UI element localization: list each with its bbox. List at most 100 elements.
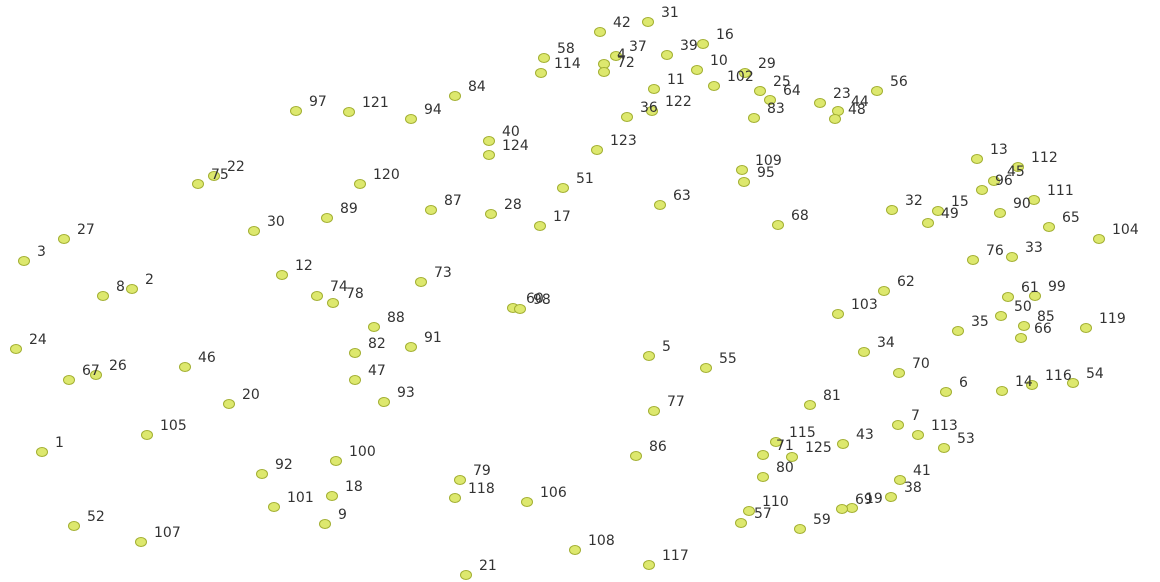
point bbox=[535, 68, 547, 78]
point-label: 77 bbox=[667, 394, 685, 410]
point-label: 54 bbox=[1086, 366, 1104, 382]
point-label: 108 bbox=[588, 533, 615, 549]
point-label: 10 bbox=[710, 53, 728, 69]
point-label: 41 bbox=[913, 463, 931, 479]
point-label: 38 bbox=[904, 480, 922, 496]
point-label: 53 bbox=[957, 431, 975, 447]
point bbox=[642, 17, 654, 27]
point-label: 123 bbox=[610, 133, 637, 149]
point bbox=[179, 362, 191, 372]
point bbox=[405, 342, 417, 352]
point bbox=[485, 209, 497, 219]
point bbox=[912, 430, 924, 440]
point bbox=[1018, 321, 1030, 331]
point-label: 125 bbox=[805, 440, 832, 456]
point-label: 78 bbox=[346, 286, 364, 302]
point-label: 101 bbox=[287, 490, 314, 506]
point bbox=[90, 370, 102, 380]
point-label: 2 bbox=[145, 272, 154, 288]
point-label: 55 bbox=[719, 351, 737, 367]
point bbox=[378, 397, 390, 407]
point bbox=[141, 430, 153, 440]
point bbox=[754, 86, 766, 96]
point bbox=[460, 570, 472, 580]
point-label: 61 bbox=[1021, 280, 1039, 296]
point bbox=[794, 524, 806, 534]
point bbox=[700, 363, 712, 373]
point-label: 72 bbox=[617, 55, 635, 71]
point bbox=[938, 443, 950, 453]
point bbox=[326, 491, 338, 501]
point-label: 31 bbox=[661, 5, 679, 21]
point-label: 69 bbox=[855, 492, 873, 508]
point bbox=[814, 98, 826, 108]
point-label: 98 bbox=[533, 292, 551, 308]
point bbox=[354, 179, 366, 189]
point-label: 60 bbox=[526, 291, 544, 307]
point-label: 67 bbox=[82, 363, 100, 379]
point bbox=[871, 86, 883, 96]
point-label: 95 bbox=[757, 165, 775, 181]
point bbox=[836, 504, 848, 514]
point bbox=[192, 179, 204, 189]
point-label: 36 bbox=[640, 100, 658, 116]
point-label: 82 bbox=[368, 336, 386, 352]
point-label: 37 bbox=[629, 39, 647, 55]
point-label: 80 bbox=[776, 460, 794, 476]
point-label: 47 bbox=[368, 363, 386, 379]
point-label: 20 bbox=[242, 387, 260, 403]
point bbox=[1093, 234, 1105, 244]
point-label: 57 bbox=[754, 506, 772, 522]
point bbox=[832, 309, 844, 319]
point bbox=[311, 291, 323, 301]
point-label: 29 bbox=[758, 56, 776, 72]
point bbox=[58, 234, 70, 244]
point bbox=[654, 200, 666, 210]
point bbox=[415, 277, 427, 287]
point-label: 109 bbox=[755, 153, 782, 169]
point bbox=[1006, 252, 1018, 262]
point-label: 117 bbox=[662, 548, 689, 564]
point bbox=[643, 351, 655, 361]
point bbox=[276, 270, 288, 280]
point bbox=[223, 399, 235, 409]
point-label: 52 bbox=[87, 509, 105, 525]
point bbox=[248, 226, 260, 236]
point-label: 122 bbox=[665, 94, 692, 110]
point-label: 58 bbox=[557, 41, 575, 57]
point bbox=[1002, 292, 1014, 302]
point-label: 110 bbox=[762, 494, 789, 510]
point-label: 87 bbox=[444, 193, 462, 209]
point bbox=[18, 256, 30, 266]
point-label: 62 bbox=[897, 274, 915, 290]
point bbox=[886, 205, 898, 215]
point bbox=[126, 284, 138, 294]
point-label: 118 bbox=[468, 481, 495, 497]
point bbox=[454, 475, 466, 485]
point bbox=[922, 218, 934, 228]
point-label: 66 bbox=[1034, 321, 1052, 337]
point bbox=[643, 560, 655, 570]
point-label: 68 bbox=[791, 208, 809, 224]
point-label: 24 bbox=[29, 332, 47, 348]
point bbox=[971, 154, 983, 164]
point bbox=[405, 114, 417, 124]
point bbox=[648, 84, 660, 94]
point bbox=[829, 114, 841, 124]
point-label: 112 bbox=[1031, 150, 1058, 166]
point bbox=[425, 205, 437, 215]
point-label: 116 bbox=[1045, 368, 1072, 384]
point-label: 120 bbox=[373, 167, 400, 183]
point bbox=[757, 472, 769, 482]
point bbox=[598, 67, 610, 77]
point-label: 51 bbox=[576, 171, 594, 187]
point bbox=[661, 50, 673, 60]
point-label: 9 bbox=[338, 507, 347, 523]
point bbox=[786, 452, 798, 462]
point bbox=[739, 68, 751, 78]
point bbox=[976, 185, 988, 195]
point bbox=[349, 375, 361, 385]
point-label: 119 bbox=[1099, 311, 1126, 327]
point-label: 83 bbox=[767, 101, 785, 117]
point-label: 100 bbox=[349, 444, 376, 460]
